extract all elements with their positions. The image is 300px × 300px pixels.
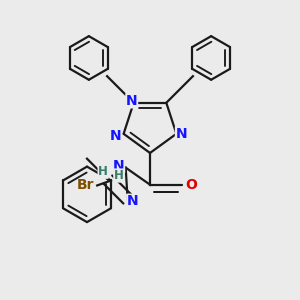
Text: N: N — [176, 127, 187, 141]
Text: Br: Br — [76, 178, 94, 192]
Text: N: N — [110, 129, 122, 143]
Text: N: N — [126, 94, 137, 108]
Text: H: H — [114, 169, 124, 182]
Text: O: O — [186, 178, 197, 192]
Text: H: H — [98, 165, 108, 178]
Text: N: N — [113, 159, 124, 172]
Text: N: N — [127, 194, 138, 208]
